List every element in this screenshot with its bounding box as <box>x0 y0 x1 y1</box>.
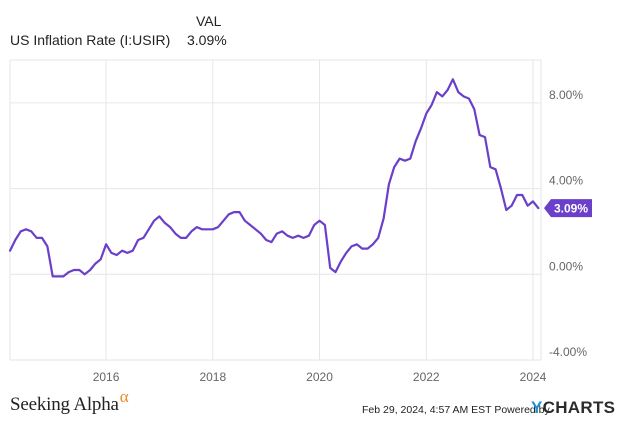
powered-by-text: Powered by <box>494 404 550 416</box>
last-value-badge: 3.09% <box>544 199 592 218</box>
y-tick-label: 4.00% <box>549 174 583 188</box>
seeking-alpha-logo: Seeking Alphaα <box>10 387 129 416</box>
y-tick-label: 0.00% <box>549 259 583 273</box>
alpha-icon: α <box>119 387 129 406</box>
legend-column-header: VAL <box>196 13 222 29</box>
y-tick-label: 8.00% <box>549 88 583 102</box>
footer-timestamp: Feb 29, 2024, 4:57 AM EST Powered by <box>362 404 550 416</box>
x-tick-label: 2016 <box>93 370 120 384</box>
timestamp-text: Feb 29, 2024, 4:57 AM EST <box>362 404 492 416</box>
legend-series-value: 3.09% <box>187 32 227 48</box>
chart-grid <box>9 59 542 361</box>
y-tick-label: -4.00% <box>549 345 587 359</box>
x-tick-label: 2018 <box>199 370 226 384</box>
ycharts-logo[interactable]: YCHARTS <box>531 398 615 418</box>
x-tick-label: 2020 <box>306 370 333 384</box>
ycharts-wordmark: CHARTS <box>542 398 616 417</box>
legend-series-name[interactable]: US Inflation Rate (I:USIR) <box>10 32 171 48</box>
x-tick-label: 2024 <box>520 370 547 384</box>
ycharts-y-mark: Y <box>531 398 543 417</box>
x-axis-labels: 2016 2018 2020 2022 2024 <box>93 370 547 384</box>
badge-shape <box>544 199 592 218</box>
badge-value-label: 3.09% <box>554 202 588 216</box>
y-axis-labels: 8.00% 4.00% 0.00% -4.00% <box>549 88 587 359</box>
x-tick-label: 2022 <box>413 370 440 384</box>
brand-name: Seeking Alpha <box>10 394 119 415</box>
series-line[interactable] <box>8 78 540 278</box>
